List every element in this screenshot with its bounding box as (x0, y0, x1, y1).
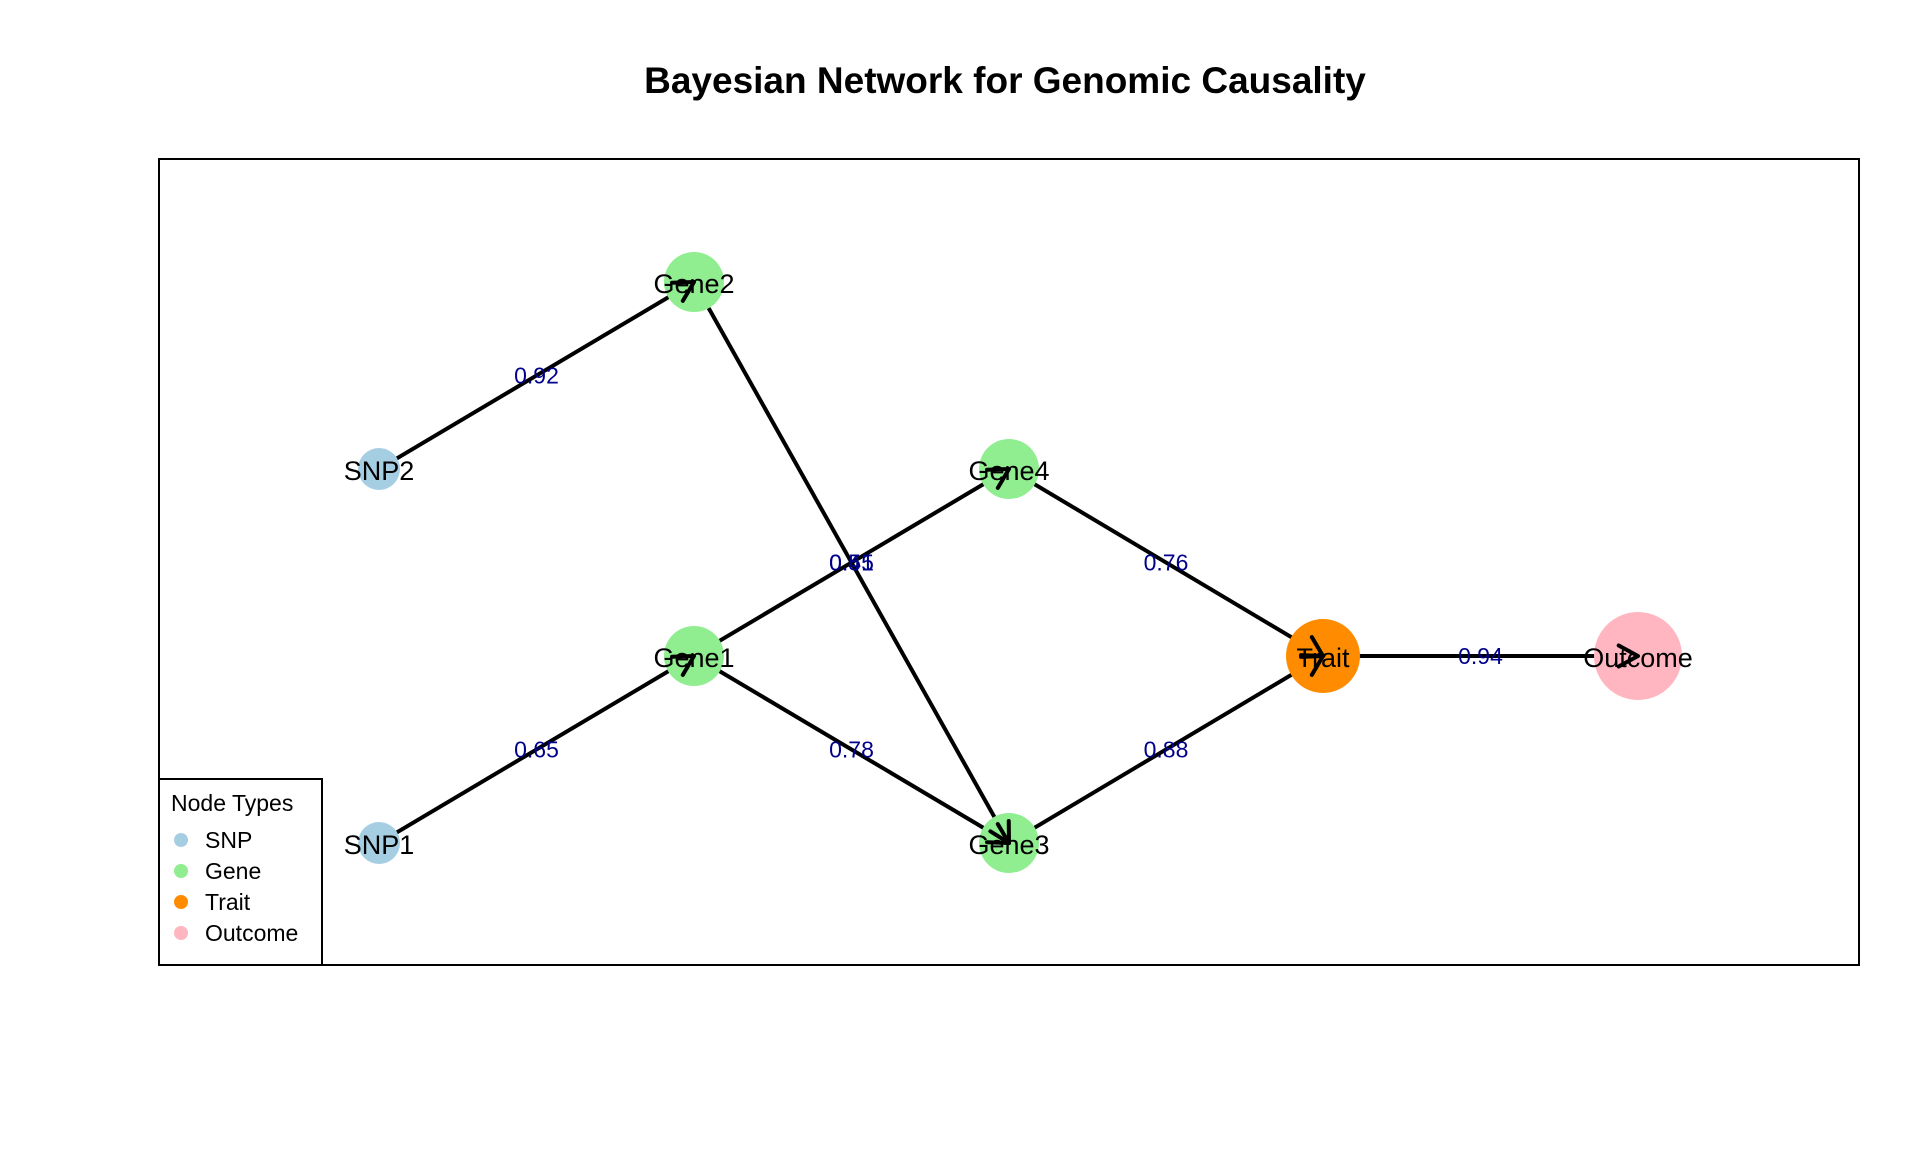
node-snp1 (358, 822, 400, 864)
legend-title: Node Types (171, 790, 293, 816)
legend-swatch-trait (174, 895, 188, 909)
legend-label-gene: Gene (205, 858, 261, 884)
legend: Node Types SNP Gene Trait Outcome (158, 778, 323, 966)
node-label-gene1: Gene1 (653, 643, 734, 673)
edge-gene4-trait (1007, 467, 1325, 658)
edge-weight-label: 0.45 (829, 550, 874, 576)
node-label-snp2: SNP2 (344, 456, 415, 486)
legend-swatch-gene (174, 864, 188, 878)
arrowhead-snp1-gene1 (670, 654, 696, 677)
edge-weight-label: 0.94 (1458, 643, 1503, 669)
edge-weight-label: 0.92 (514, 363, 559, 389)
node-label-gene4: Gene4 (968, 456, 1049, 486)
edge-gene3-trait (1007, 654, 1325, 845)
arrowhead-gene1-gene4 (985, 467, 1011, 490)
legend-label-outcome: Outcome (205, 920, 298, 946)
edge-snp2-gene2 (377, 280, 696, 471)
edge-weight-label: 0.78 (829, 737, 874, 763)
edge-gene2-gene3 (692, 281, 1011, 844)
edge-labels-layer: 0.65 0.92 0.78 0.510.45 0.88 0.76 0.94 (514, 363, 1503, 763)
node-snp2 (358, 448, 400, 490)
labels-layer: SNP1 SNP2 Gene1 Gene2 Gene3 Gene4 Trait Outcome (344, 269, 1693, 860)
arrowhead-gene2-gene3 (988, 819, 1011, 845)
legend-label-snp: SNP (205, 827, 252, 853)
node-label-gene2: Gene2 (653, 269, 734, 299)
edge-weight-label: 0.51 (829, 550, 874, 576)
edge-snp1-gene1 (377, 654, 696, 845)
plot-frame (158, 158, 1860, 966)
edge-gene1-gene3 (692, 654, 1011, 845)
edges-layer (377, 280, 1638, 845)
legend-swatch-snp (174, 833, 188, 847)
node-label-outcome: Outcome (1583, 643, 1693, 673)
arrows-layer (670, 280, 1640, 845)
edge-weight-label: 0.65 (514, 737, 559, 763)
legend-items: SNP Gene Trait Outcome (174, 827, 298, 946)
edge-weight-label: 0.76 (1144, 550, 1189, 576)
node-label-gene3: Gene3 (968, 830, 1049, 860)
node-label-snp1: SNP1 (344, 830, 415, 860)
nodes-layer (358, 252, 1682, 873)
arrowhead-trait-outcome (1616, 643, 1640, 669)
legend-swatch-outcome (174, 926, 188, 940)
edge-weight-label: 0.88 (1144, 737, 1189, 763)
node-label-trait: Trait (1297, 643, 1350, 673)
diagram-title: Bayesian Network for Genomic Causality (644, 60, 1366, 101)
arrowhead-gene4-trait (1299, 635, 1325, 658)
arrowhead-snp2-gene2 (670, 280, 696, 303)
legend-label-trait: Trait (205, 889, 251, 915)
